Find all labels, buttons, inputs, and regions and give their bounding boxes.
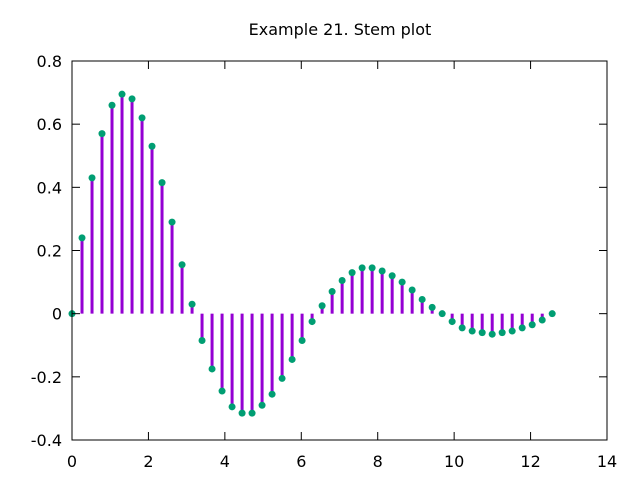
stem-marker	[128, 95, 136, 103]
y-tick-label: 0	[52, 305, 62, 324]
stem-marker	[528, 321, 536, 329]
stem-marker	[368, 264, 376, 272]
stem-marker	[418, 295, 426, 303]
stem-marker	[218, 387, 226, 395]
y-tick-label: -0.2	[31, 368, 62, 387]
stem-marker	[268, 390, 276, 398]
x-tick-label: 14	[597, 452, 617, 471]
stem-marker	[318, 302, 326, 310]
stem-marker	[248, 409, 256, 417]
y-tick-label: 0.6	[37, 115, 62, 134]
x-tick-label: 12	[520, 452, 540, 471]
stem-marker	[288, 355, 296, 363]
stem-marker	[488, 330, 496, 338]
stem-marker	[308, 318, 316, 326]
stem-marker	[518, 324, 526, 332]
stem-marker	[448, 318, 456, 326]
stem-marker	[408, 286, 416, 294]
stem-marker	[118, 90, 126, 98]
stem-marker	[238, 409, 246, 417]
stem-marker	[138, 114, 146, 122]
stem-marker	[168, 218, 176, 226]
stem-marker	[548, 310, 556, 318]
y-tick-label: 0.2	[37, 242, 62, 261]
stem-marker	[378, 267, 386, 275]
x-tick-label: 2	[143, 452, 153, 471]
x-tick-label: 6	[296, 452, 306, 471]
stem-marker	[158, 179, 166, 187]
x-tick-label: 10	[444, 452, 464, 471]
stem-marker	[88, 174, 96, 182]
x-tick-label: 4	[220, 452, 230, 471]
y-tick-label: 0.8	[37, 52, 62, 71]
stem-marker	[458, 324, 466, 332]
stem-marker	[468, 327, 476, 335]
stem-marker	[358, 264, 366, 272]
y-tick-label: -0.4	[31, 431, 62, 450]
stem-marker	[478, 329, 486, 337]
stem-marker	[428, 303, 436, 311]
stem-marker	[98, 130, 106, 138]
stem-marker	[78, 234, 86, 242]
x-tick-label: 8	[373, 452, 383, 471]
y-tick-label: 0.4	[37, 178, 62, 197]
stem-marker	[498, 329, 506, 337]
stem-marker	[388, 272, 396, 280]
stem-marker	[398, 278, 406, 286]
markers-layer	[68, 90, 556, 417]
stem-marker	[108, 101, 116, 109]
stem-marker	[338, 277, 346, 285]
stem-marker	[208, 365, 216, 373]
stem-marker	[298, 337, 306, 345]
stems-layer	[80, 94, 544, 414]
stem-marker	[538, 316, 546, 324]
x-tick-label: 0	[67, 452, 77, 471]
stem-marker	[278, 374, 286, 382]
stem-marker	[228, 403, 236, 411]
stem-marker	[508, 327, 516, 335]
stem-marker	[438, 310, 446, 318]
stem-marker	[328, 288, 336, 296]
stem-marker	[188, 300, 196, 308]
axes-layer: 0 2 4 6 8 10 12 14 -0.4 -0.2 0 0.2 0.4 0.6 0.8	[31, 52, 617, 471]
stem-marker	[348, 269, 356, 277]
stem-marker	[258, 401, 266, 409]
stem-marker	[198, 337, 206, 345]
chart-title: Example 21. Stem plot	[249, 20, 432, 39]
stem-marker	[148, 142, 156, 150]
stem-marker	[178, 261, 186, 269]
